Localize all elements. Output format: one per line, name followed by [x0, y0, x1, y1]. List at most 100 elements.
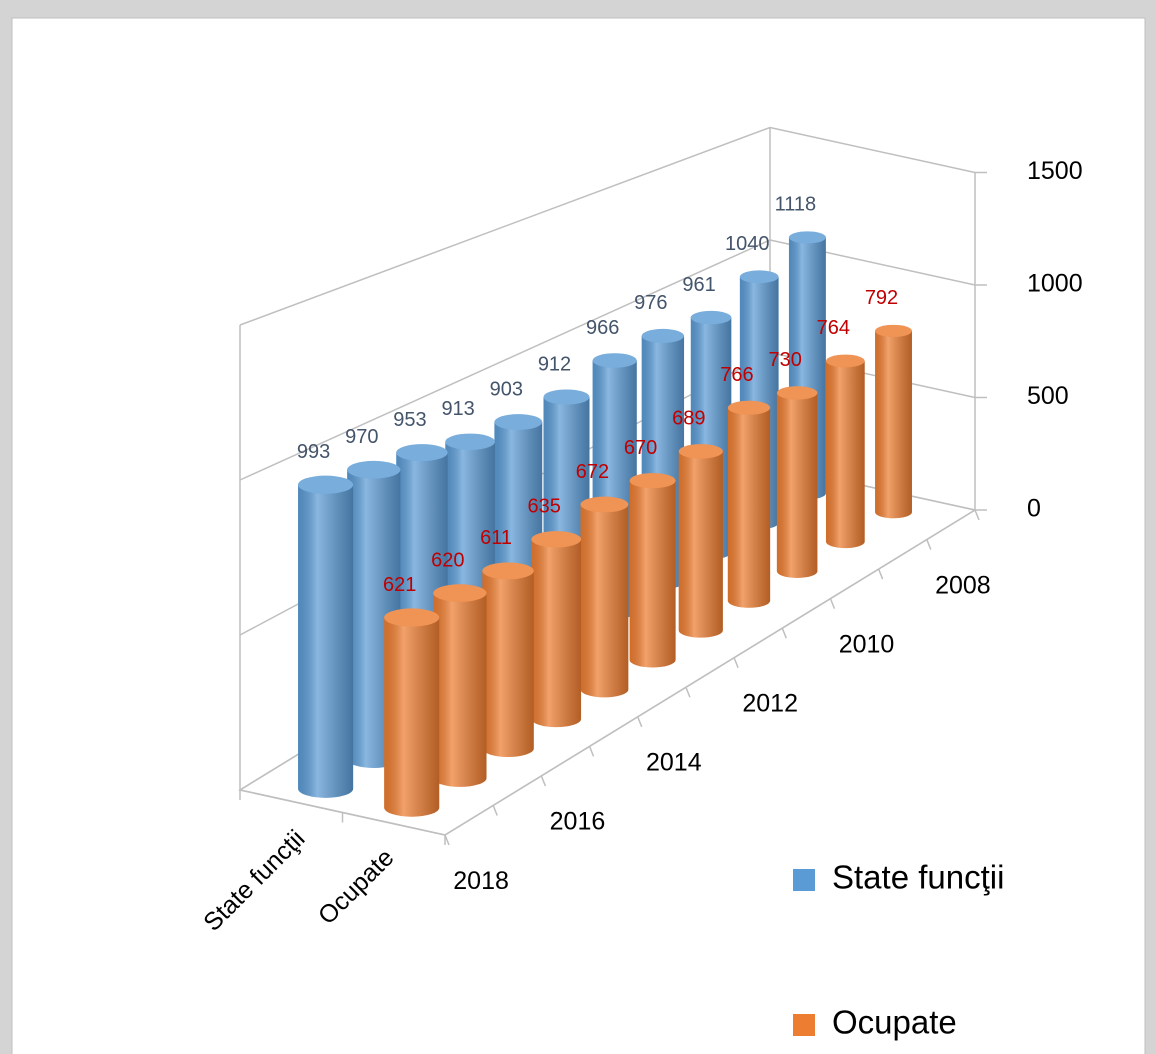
column-top: [543, 389, 590, 405]
column-top-light: [739, 270, 779, 284]
data-label: 953: [393, 409, 426, 431]
x-tick: [829, 598, 836, 609]
column-top-light: [384, 608, 440, 627]
legend-swatch: [793, 869, 815, 891]
column-top-light: [641, 328, 685, 343]
grid-line: [239, 239, 771, 481]
column-top: [396, 444, 448, 462]
column-top: [592, 353, 637, 368]
column-top: [776, 386, 818, 400]
column-top: [298, 475, 354, 494]
column-top: [531, 531, 582, 548]
data-label: 993: [297, 441, 330, 463]
y-tick-label: 500: [1027, 382, 1069, 410]
column: [776, 386, 818, 578]
column-top-light: [776, 386, 818, 400]
data-label: 672: [576, 461, 609, 483]
y-tick-label: 0: [1027, 495, 1041, 523]
x-tick-label: 2016: [550, 808, 606, 836]
column-top-light: [690, 310, 732, 325]
data-label: 611: [480, 527, 512, 549]
column-shade: [482, 570, 534, 758]
data-label: 730: [768, 349, 801, 371]
x-tick-label: 2018: [453, 867, 509, 895]
column-top: [690, 310, 732, 325]
column-top-light: [445, 433, 495, 450]
column-top-light: [788, 231, 826, 244]
x-tick: [733, 657, 739, 669]
x-tick: [877, 568, 884, 580]
column: [433, 584, 487, 787]
column: [482, 562, 534, 758]
data-label: 620: [431, 549, 464, 571]
column-top-light: [727, 400, 771, 415]
data-label: 976: [634, 292, 667, 314]
column-top-light: [531, 531, 582, 548]
data-label: 912: [538, 353, 571, 375]
column-shade: [825, 360, 865, 549]
column-top-light: [592, 353, 637, 368]
column-top: [788, 231, 826, 244]
column: [678, 444, 723, 638]
data-label: 966: [586, 317, 619, 339]
column-top: [445, 433, 495, 450]
x-tick-label: 2010: [839, 630, 895, 658]
x-tick: [974, 509, 980, 521]
x-tick: [637, 716, 643, 728]
column: [384, 608, 440, 817]
column-shade: [580, 504, 629, 698]
data-label: 970: [345, 426, 378, 448]
legend-label: Ocupate: [832, 1004, 957, 1041]
data-label: 792: [865, 287, 898, 309]
column-top-light: [433, 584, 487, 602]
column: [825, 354, 865, 549]
column-top: [347, 460, 401, 479]
category-axis: [444, 509, 976, 836]
legend-swatch: [793, 1014, 815, 1036]
data-label: 764: [817, 317, 850, 339]
column: [875, 324, 912, 519]
column-top: [482, 562, 534, 580]
column-top-light: [678, 444, 723, 459]
column-top: [739, 270, 779, 284]
x-tick: [685, 686, 691, 698]
column-top-light: [580, 496, 629, 513]
legend-label: State funcţii: [832, 859, 1004, 896]
column: [629, 473, 676, 668]
column-top: [580, 496, 629, 513]
column-top: [727, 400, 771, 415]
column-top-light: [825, 354, 865, 368]
column-top-light: [347, 460, 401, 479]
data-label: 903: [490, 378, 523, 400]
grid-line: [239, 126, 771, 326]
column-top: [433, 584, 487, 602]
data-label: 635: [528, 496, 561, 518]
column-shade: [776, 392, 818, 578]
x-tick-label: 2014: [646, 749, 702, 777]
column-shade: [531, 539, 582, 728]
y-tick-label: 1000: [1027, 270, 1083, 298]
data-label: 621: [383, 574, 416, 596]
column-shade: [298, 484, 354, 798]
column-top-light: [494, 414, 543, 430]
data-label: 913: [441, 398, 474, 420]
column: [531, 531, 582, 728]
column-top: [494, 414, 543, 430]
x-tick: [926, 539, 932, 550]
column-top: [875, 324, 912, 338]
column: [298, 475, 354, 798]
x-tick-label: 2012: [742, 690, 798, 718]
column-top-light: [482, 562, 534, 580]
data-label: 1118: [775, 194, 817, 216]
column-top-light: [298, 475, 354, 494]
data-label: 961: [682, 274, 715, 296]
x-tick: [781, 627, 787, 639]
column-top: [641, 328, 685, 343]
data-label: 766: [720, 364, 753, 386]
column-top: [629, 473, 676, 489]
x-tick-label: 2008: [935, 571, 991, 599]
data-label: 670: [624, 437, 657, 459]
data-label: 689: [672, 408, 705, 430]
